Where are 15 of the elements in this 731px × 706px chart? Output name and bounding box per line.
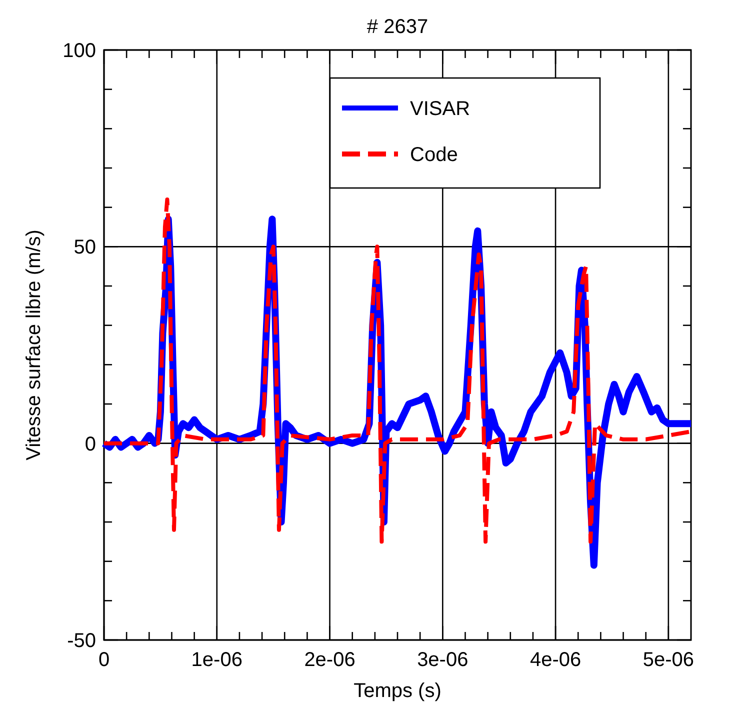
x-tick-label: 4e-06 xyxy=(530,649,582,671)
y-tick-label: 100 xyxy=(62,40,96,62)
y-tick-label: 50 xyxy=(74,236,96,259)
x-tick-label: 3e-06 xyxy=(417,649,468,671)
chart-title: # 2637 xyxy=(366,16,428,38)
y-axis-title: Vitesse surface libre (m/s) xyxy=(23,230,45,460)
x-tick-label: 1e-06 xyxy=(191,649,242,671)
y-tick-label: -50 xyxy=(67,630,96,652)
x-tick-label: 5e-06 xyxy=(642,649,694,671)
legend-label: VISAR xyxy=(410,98,470,120)
x-axis-title: Temps (s) xyxy=(354,680,442,702)
y-tick-label: 0 xyxy=(84,433,96,456)
x-tick-label: 2e-06 xyxy=(304,649,356,671)
x-tick-label: 0 xyxy=(98,649,110,671)
legend-label: Code xyxy=(410,144,458,166)
